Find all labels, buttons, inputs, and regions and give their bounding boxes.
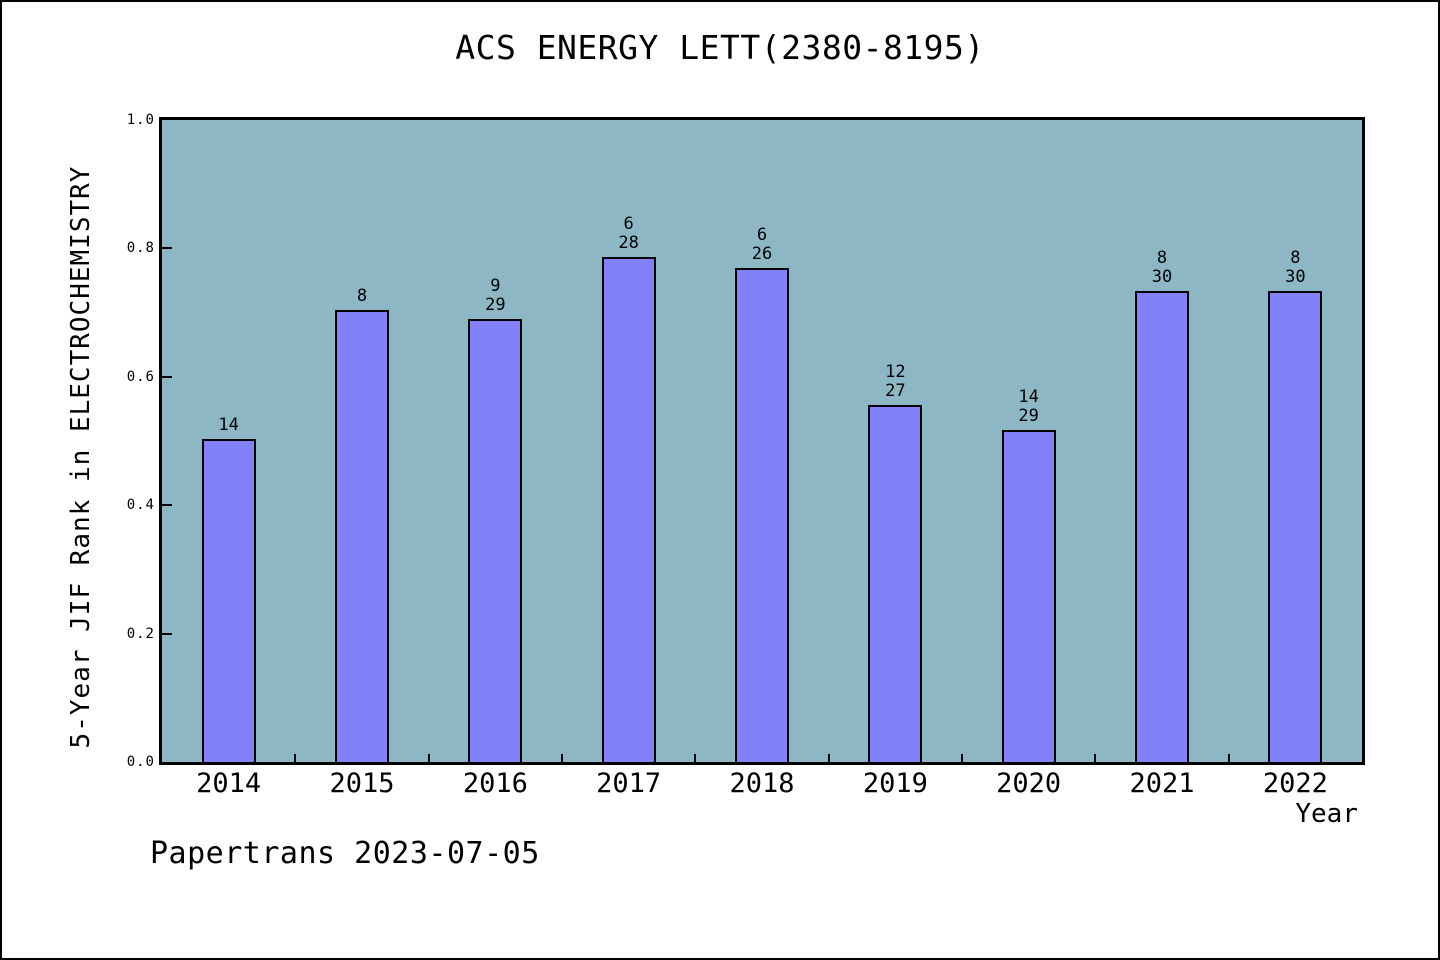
x-minor-tick <box>294 754 297 762</box>
x-minor-tick <box>827 754 830 762</box>
x-minor-tick <box>1094 754 1097 762</box>
bar-label-2014: 14 <box>218 416 238 435</box>
x-minor-tick <box>961 754 963 762</box>
x-minor-tick <box>427 754 430 762</box>
x-tick-2017: 2017 <box>596 768 662 799</box>
chart-title: ACS ENERGY LETT(2380-8195) <box>455 28 985 67</box>
x-minor-tick <box>561 754 563 762</box>
x-tick-2020: 2020 <box>996 768 1062 799</box>
y-tick-mark <box>162 375 172 378</box>
bar-label-2019: 12 27 <box>885 363 905 401</box>
bar-2022 <box>1268 291 1323 762</box>
bar-2017 <box>601 257 656 762</box>
bar-label-2016: 9 29 <box>485 277 505 315</box>
x-tick-2019: 2019 <box>862 768 928 799</box>
bar-label-2015: 8 <box>357 287 367 306</box>
bar-label-line: 28 <box>618 233 639 253</box>
bar-label-line: 6 <box>623 214 634 234</box>
bar-label-2022: 8 30 <box>1285 249 1305 287</box>
bar-label-line: 27 <box>885 381 906 401</box>
x-tick-2021: 2021 <box>1129 768 1195 799</box>
bar-label-line: 9 <box>490 276 501 296</box>
x-tick-2018: 2018 <box>729 768 795 799</box>
y-tick-label-0.8: 0.8 <box>126 240 155 257</box>
watermark-text: Papertrans 2023-07-05 <box>150 836 540 871</box>
bar-label-line: 30 <box>1151 267 1173 287</box>
bar-label-2017: 6 28 <box>618 215 638 253</box>
bar-label-line: 6 <box>756 225 768 245</box>
x-axis-label: Year <box>1295 799 1358 829</box>
y-tick-label-0.0: 0.0 <box>126 754 155 770</box>
x-minor-tick <box>1227 754 1230 762</box>
bar-label-line: 8 <box>1156 248 1168 268</box>
y-axis-label: 5-Year JIF Rank in ELECTROCHEMISTRY <box>66 165 96 749</box>
y-tick-label-0.6: 0.6 <box>126 368 155 385</box>
y-tick-label-0.4: 0.4 <box>126 497 155 514</box>
y-tick-label-1.0: 1.0 <box>126 112 155 128</box>
bar-2018 <box>735 268 789 762</box>
bar-label-line: 14 <box>218 415 239 435</box>
bar-label-2018: 6 26 <box>752 226 772 264</box>
y-tick-label-0.2: 0.2 <box>126 625 155 642</box>
bar-label-line: 29 <box>485 295 506 315</box>
x-minor-tick <box>694 754 697 762</box>
bar-label-2020: 14 29 <box>1018 388 1038 426</box>
bar-2021 <box>1135 291 1189 762</box>
y-tick-mark <box>162 504 172 507</box>
bar-label-2021: 8 30 <box>1152 249 1172 287</box>
bar-2014 <box>201 439 256 762</box>
bar-2015 <box>335 310 389 762</box>
bar-label-line: 12 <box>885 362 906 382</box>
y-tick-mark <box>162 632 172 635</box>
plot-area: 14 8 9 29 6 28 6 26 12 27 14 29 8 30 8 30 <box>159 117 1365 765</box>
bar-label-line: 30 <box>1285 267 1306 287</box>
x-tick-2016: 2016 <box>462 768 528 799</box>
bar-label-line: 8 <box>356 286 368 306</box>
bar-2020 <box>1001 430 1056 762</box>
bar-2016 <box>468 319 523 762</box>
x-tick-2014: 2014 <box>196 768 262 799</box>
bar-label-line: 14 <box>1018 387 1039 407</box>
bar-label-line: 8 <box>1290 248 1301 268</box>
bar-label-line: 26 <box>751 244 773 264</box>
y-tick-mark <box>162 247 172 250</box>
x-tick-2015: 2015 <box>329 768 395 799</box>
x-tick-2022: 2022 <box>1262 768 1328 799</box>
bar-2019 <box>868 405 923 762</box>
bar-label-line: 29 <box>1018 406 1039 426</box>
